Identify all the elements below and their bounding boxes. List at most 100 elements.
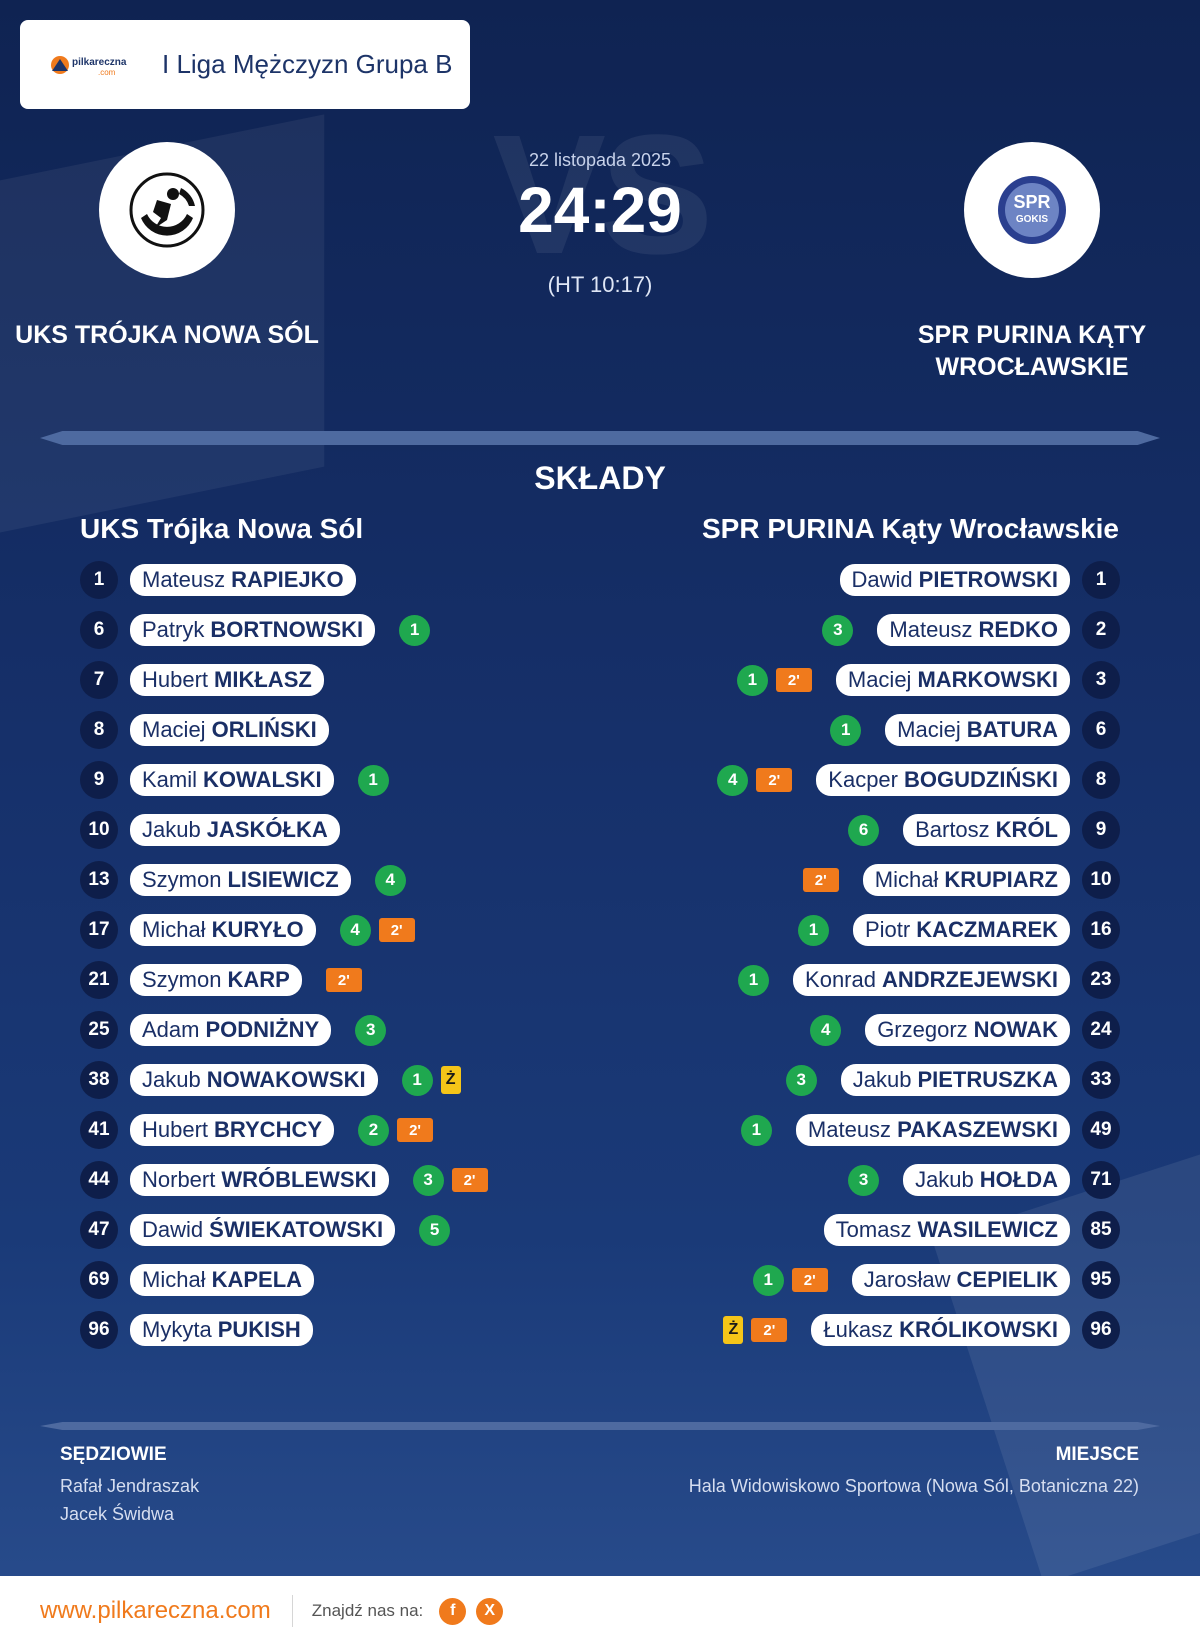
away-lineup-title: SPR PURINA Kąty Wrocławskie: [701, 513, 1119, 544]
player-first-name: Michał: [142, 1267, 206, 1292]
player-last-name: ANDRZEJEWSKI: [881, 967, 1058, 992]
player-row: 41 Hubert BRYCHCY 2 2': [80, 1105, 640, 1155]
player-first-name: Hubert: [142, 667, 209, 692]
final-score: 24:29: [518, 174, 682, 246]
goals-badge: 5: [419, 1214, 451, 1246]
player-name: Szymon LISIEWICZ: [130, 864, 351, 896]
player-number: 69: [80, 1261, 118, 1299]
player-number: 44: [80, 1161, 118, 1199]
player-first-name: Jakub: [852, 1067, 912, 1092]
player-name: Michał KAPELA: [130, 1264, 315, 1296]
player-first-name: Mateusz: [807, 1117, 892, 1142]
player-last-name: ŚWIEKATOWSKI: [209, 1217, 384, 1242]
player-number: 6: [1082, 711, 1120, 749]
goals-badge: 4: [717, 764, 749, 796]
player-first-name: Szymon: [142, 867, 222, 892]
player-stats: 3: [848, 1164, 880, 1196]
player-first-name: Kamil: [142, 767, 198, 792]
player-name: Hubert MIKŁASZ: [130, 664, 324, 696]
lineups-title: SKŁADY: [534, 460, 666, 496]
suspension-badge: 2': [775, 668, 812, 692]
section-divider: [40, 431, 1160, 445]
suspension-badge: 2': [397, 1118, 434, 1142]
player-number: 24: [1082, 1011, 1120, 1049]
player-stats: 3: [355, 1014, 387, 1046]
player-row: 24 Grzegorz NOWAK 4: [560, 1005, 1120, 1055]
player-first-name: Bartosz: [915, 817, 990, 842]
player-row: 8 Maciej ORLIŃSKI: [80, 705, 640, 755]
match-date: 22 listopada 2025: [528, 150, 672, 170]
player-row: 44 Norbert WRÓBLEWSKI 3 2': [80, 1155, 640, 1205]
player-stats: 3 2': [412, 1164, 488, 1196]
player-name: Michał KRUPIARZ: [862, 864, 1070, 896]
player-last-name: KACZMAREK: [916, 917, 1058, 942]
svg-text:SPR: SPR: [1013, 192, 1050, 212]
league-title: I Liga Mężczyzn Grupa B: [162, 49, 453, 79]
player-first-name: Mateusz: [889, 617, 973, 642]
player-number: 95: [1082, 1261, 1120, 1299]
suspension-badge: 2': [451, 1168, 488, 1192]
player-name: Jarosław CEPIELIK: [851, 1264, 1070, 1296]
player-last-name: PUKISH: [217, 1317, 301, 1342]
player-stats: 5: [419, 1214, 451, 1246]
player-name: Maciej ORLIŃSKI: [130, 714, 329, 746]
player-number: 1: [80, 561, 118, 599]
player-number: 8: [1082, 761, 1120, 799]
goals-badge: 3: [848, 1164, 880, 1196]
player-name: Dawid PIETROWSKI: [839, 564, 1070, 596]
player-stats: 6: [848, 814, 880, 846]
player-first-name: Łukasz: [823, 1317, 894, 1342]
referee-name: Rafał Jendraszak: [60, 1476, 200, 1496]
player-last-name: WASILEWICZ: [917, 1217, 1058, 1242]
player-last-name: PODNIŻNY: [205, 1017, 320, 1042]
player-row: 3 Maciej MARKOWSKI 1 2': [560, 655, 1120, 705]
goals-badge: 4: [810, 1014, 842, 1046]
player-row: 6 Patryk BORTNOWSKI 1: [80, 605, 640, 655]
player-stats: 1: [738, 964, 770, 996]
player-row: 85 Tomasz WASILEWICZ: [560, 1205, 1120, 1255]
facebook-icon[interactable]: f: [439, 1597, 467, 1625]
player-name: Mateusz PAKASZEWSKI: [795, 1114, 1070, 1146]
goals-badge: 3: [412, 1164, 444, 1196]
player-last-name: REDKO: [978, 617, 1058, 642]
player-first-name: Maciej: [847, 667, 912, 692]
league-card: pilkareczna .com I Liga Mężczyzn Grupa B: [20, 20, 470, 109]
player-row: 10 Jakub JASKÓŁKA: [80, 805, 640, 855]
player-last-name: KURYŁO: [211, 917, 304, 942]
player-row: 9 Kamil KOWALSKI 1: [80, 755, 640, 805]
player-number: 9: [1082, 811, 1120, 849]
player-number: 7: [80, 661, 118, 699]
website-link[interactable]: www.pilkareczna.com: [40, 1597, 271, 1624]
player-number: 1: [1082, 561, 1120, 599]
suspension-badge: 2': [802, 868, 839, 892]
home-roster: 1 Mateusz RAPIEJKO 6 Patryk BORTNOWSKI 1 7 Huber…: [80, 555, 640, 1355]
player-first-name: Konrad: [805, 967, 876, 992]
svg-text:pilkareczna: pilkareczna: [72, 57, 127, 68]
player-stats: 2': [325, 968, 362, 992]
player-number: 8: [80, 711, 118, 749]
player-first-name: Hubert: [142, 1117, 209, 1142]
find-us-label: Znajdź nas na:: [311, 1601, 424, 1620]
goals-badge: 4: [374, 864, 406, 896]
player-name: Kamil KOWALSKI: [130, 764, 334, 796]
goals-badge: 3: [785, 1064, 817, 1096]
venue-text: Hala Widowiskowo Sportowa (Nowa Sól, Bot…: [688, 1476, 1139, 1496]
player-row: 49 Mateusz PAKASZEWSKI 1: [560, 1105, 1120, 1155]
player-last-name: HOŁDA: [979, 1167, 1058, 1192]
player-name: Tomasz WASILEWICZ: [823, 1214, 1070, 1246]
player-number: 96: [1082, 1311, 1120, 1349]
pilkareczna-logo: pilkareczna .com: [48, 45, 140, 85]
player-last-name: BOGUDZIŃSKI: [904, 767, 1058, 792]
player-first-name: Szymon: [142, 967, 222, 992]
player-first-name: Mateusz: [142, 567, 226, 592]
goals-badge: 1: [830, 714, 862, 746]
x-icon[interactable]: X: [476, 1597, 504, 1625]
player-stats: 4: [810, 1014, 842, 1046]
player-number: 9: [80, 761, 118, 799]
goals-badge: 1: [797, 914, 829, 946]
away-team-name: SPR PURINA KĄTY WROCŁAWSKIE: [917, 321, 1147, 381]
player-first-name: Tomasz: [835, 1217, 912, 1242]
goals-badge: 1: [740, 1114, 772, 1146]
player-last-name: KRÓLIKOWSKI: [899, 1317, 1058, 1342]
